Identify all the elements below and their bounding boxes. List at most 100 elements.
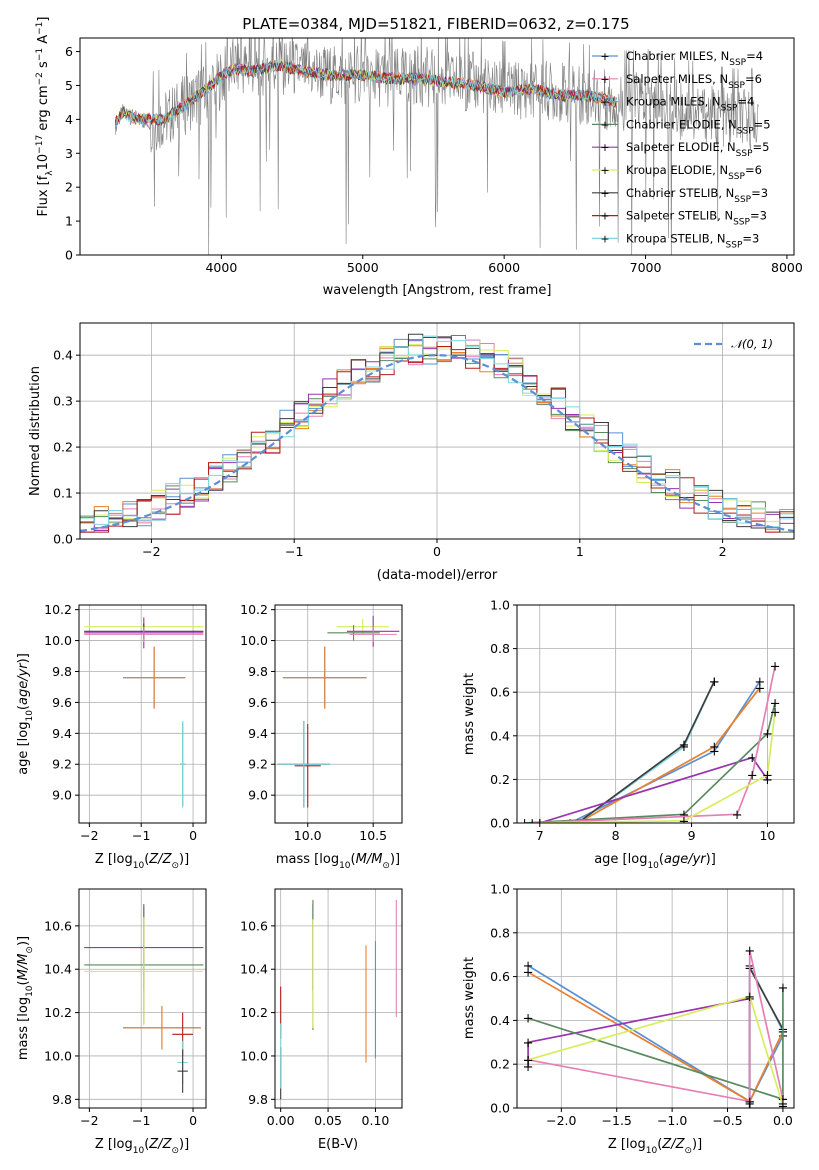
legend-label: Chabrier ELODIE, NSSP=5 <box>626 117 771 136</box>
mass-weight-marker: + <box>523 959 534 974</box>
y-tick-label: 9.4 <box>52 726 72 741</box>
mass-weight-marker: + <box>762 773 773 788</box>
label-part: =6 <box>745 72 762 86</box>
label-part: 10 <box>339 861 351 871</box>
y-tick-label: 0.0 <box>490 816 510 831</box>
x-tick-label: 7000 <box>630 260 662 275</box>
label-part: 10 <box>36 154 51 171</box>
mass-weight-marker: + <box>523 1060 534 1075</box>
label-part: SSP <box>737 126 754 136</box>
x-tick-label: 6000 <box>488 260 520 275</box>
label-part: Kroupa MILES, N <box>626 95 721 109</box>
age-z-y-axis-label: age [log10(age/yr)] <box>16 653 35 775</box>
y-tick-label: 10.0 <box>240 1048 268 1063</box>
residual-y-axis-label: Normed distribution <box>28 366 43 496</box>
y-tick-label: 9.8 <box>248 664 268 679</box>
mass-weight-marker: + <box>732 808 743 823</box>
x-tick-label: 0.05 <box>314 1113 342 1128</box>
label-part: Salpeter STELIB, N <box>626 209 733 223</box>
x-tick-label: −2 <box>142 544 160 559</box>
x-tick-label: −2 <box>80 828 98 843</box>
legend-marker: + <box>600 50 609 63</box>
y-tick-label: 5 <box>65 78 73 93</box>
histogram-step-line <box>80 335 794 539</box>
label-part: Flux [f <box>36 175 51 216</box>
label-part: ( <box>144 1137 149 1152</box>
axes-frame <box>274 888 403 1109</box>
x-tick-label: 10.0 <box>294 828 322 843</box>
x-tick-label: −1.5 <box>602 1113 632 1128</box>
mass-weight-marker: + <box>709 745 720 760</box>
label-part: SSP <box>728 81 745 91</box>
x-tick-label: 10 <box>759 828 775 843</box>
label-part: =6 <box>745 163 762 177</box>
legend-marker: + <box>600 232 609 245</box>
y-tick-label: 0.0 <box>53 532 73 547</box>
axes-frame <box>79 37 795 256</box>
mass-weight-line <box>539 711 776 823</box>
label-part: M/M <box>356 852 383 867</box>
y-tick-label: 0.6 <box>490 969 510 984</box>
weight-z-axes: +++++++++++++++++++++++++++−2.0 −1.5 −1.0 −… <box>462 882 795 1156</box>
label-part: SSP <box>736 149 753 159</box>
spectrum-x-axis-label: wavelength [Angstrom, rest frame] <box>323 283 552 298</box>
mass-weight-marker: + <box>523 1036 534 1051</box>
x-tick-label: −1.0 <box>657 1113 687 1128</box>
y-tick-label: 0.4 <box>490 728 510 743</box>
y-tick-label: 10.4 <box>44 962 72 977</box>
mass-weight-marker: + <box>523 1053 534 1068</box>
y-tick-label: 0.0 <box>490 1101 510 1116</box>
axes-frame <box>274 604 403 824</box>
y-tick-label: 10.0 <box>44 1048 72 1063</box>
mass-weight-marker: + <box>770 705 781 720</box>
label-part: −1 <box>35 22 45 35</box>
y-tick-label: 9.6 <box>248 695 268 710</box>
legend-marker: + <box>600 187 609 200</box>
mass-weight-marker: + <box>523 1053 534 1068</box>
label-part: Chabrier ELODIE, N <box>626 117 737 131</box>
mass-weight-marker: + <box>534 817 545 832</box>
y-tick-label: 10.0 <box>240 633 268 648</box>
label-part: 10 <box>647 861 659 871</box>
mass-weight-marker: + <box>770 697 781 712</box>
legend-marker: + <box>600 141 609 154</box>
y-tick-label: 9.2 <box>52 757 72 772</box>
mass-ebv-x-axis-label: E(B-V) <box>318 1137 358 1152</box>
mass-weight-marker: + <box>523 966 534 981</box>
label-part: age [log <box>16 722 31 775</box>
y-tick-label: 10.2 <box>44 1005 72 1020</box>
label-part: ⊙ <box>171 1146 179 1156</box>
label-part: Salpeter MILES, N <box>626 72 728 86</box>
x-tick-label: −2.0 <box>546 1113 576 1128</box>
mass-weight-marker: + <box>709 740 720 755</box>
histogram-step-line <box>80 337 794 539</box>
y-tick-label: 9.8 <box>52 664 72 679</box>
x-tick-label: −1 <box>132 828 150 843</box>
y-tick-label: 0.6 <box>490 685 510 700</box>
plot-area: +++++++++++++++++++++++++++ <box>519 660 781 832</box>
legend-marker: + <box>600 118 609 131</box>
x-tick-label: 2 <box>719 544 727 559</box>
mass-weight-marker: + <box>754 681 765 696</box>
mass-z-axes: −2 −1 09.810.010.210.410.6Z [log10(Z/Z⊙)]m… <box>16 888 207 1156</box>
mass-weight-marker: + <box>744 1097 755 1112</box>
mass-weight-line <box>532 665 776 823</box>
mass-weight-marker: + <box>519 817 530 832</box>
label-part: SSP <box>734 195 751 205</box>
x-tick-label: −1 <box>132 1113 150 1128</box>
label-part: ] <box>36 17 51 22</box>
mass-weight-marker: + <box>777 1099 788 1114</box>
legend-label: Chabrier MILES, NSSP=4 <box>626 49 763 68</box>
x-tick-label: 4000 <box>205 260 237 275</box>
label-part: M/M <box>16 954 31 981</box>
label-part: 10 <box>646 1146 658 1156</box>
mass-z-y-axis-label: mass [log10(M/M⊙)] <box>16 936 35 1060</box>
label-part: Kroupa STELIB, N <box>626 231 726 245</box>
spectrum-y-axis-label: Flux [fλ10−17 erg cm−2 s−1 A−1] <box>35 17 55 217</box>
mass-weight-line <box>527 995 784 1107</box>
mass-weight-marker: + <box>744 990 755 1005</box>
x-tick-label: 0.0 <box>773 1113 793 1128</box>
mass-weight-marker: + <box>777 1097 788 1112</box>
